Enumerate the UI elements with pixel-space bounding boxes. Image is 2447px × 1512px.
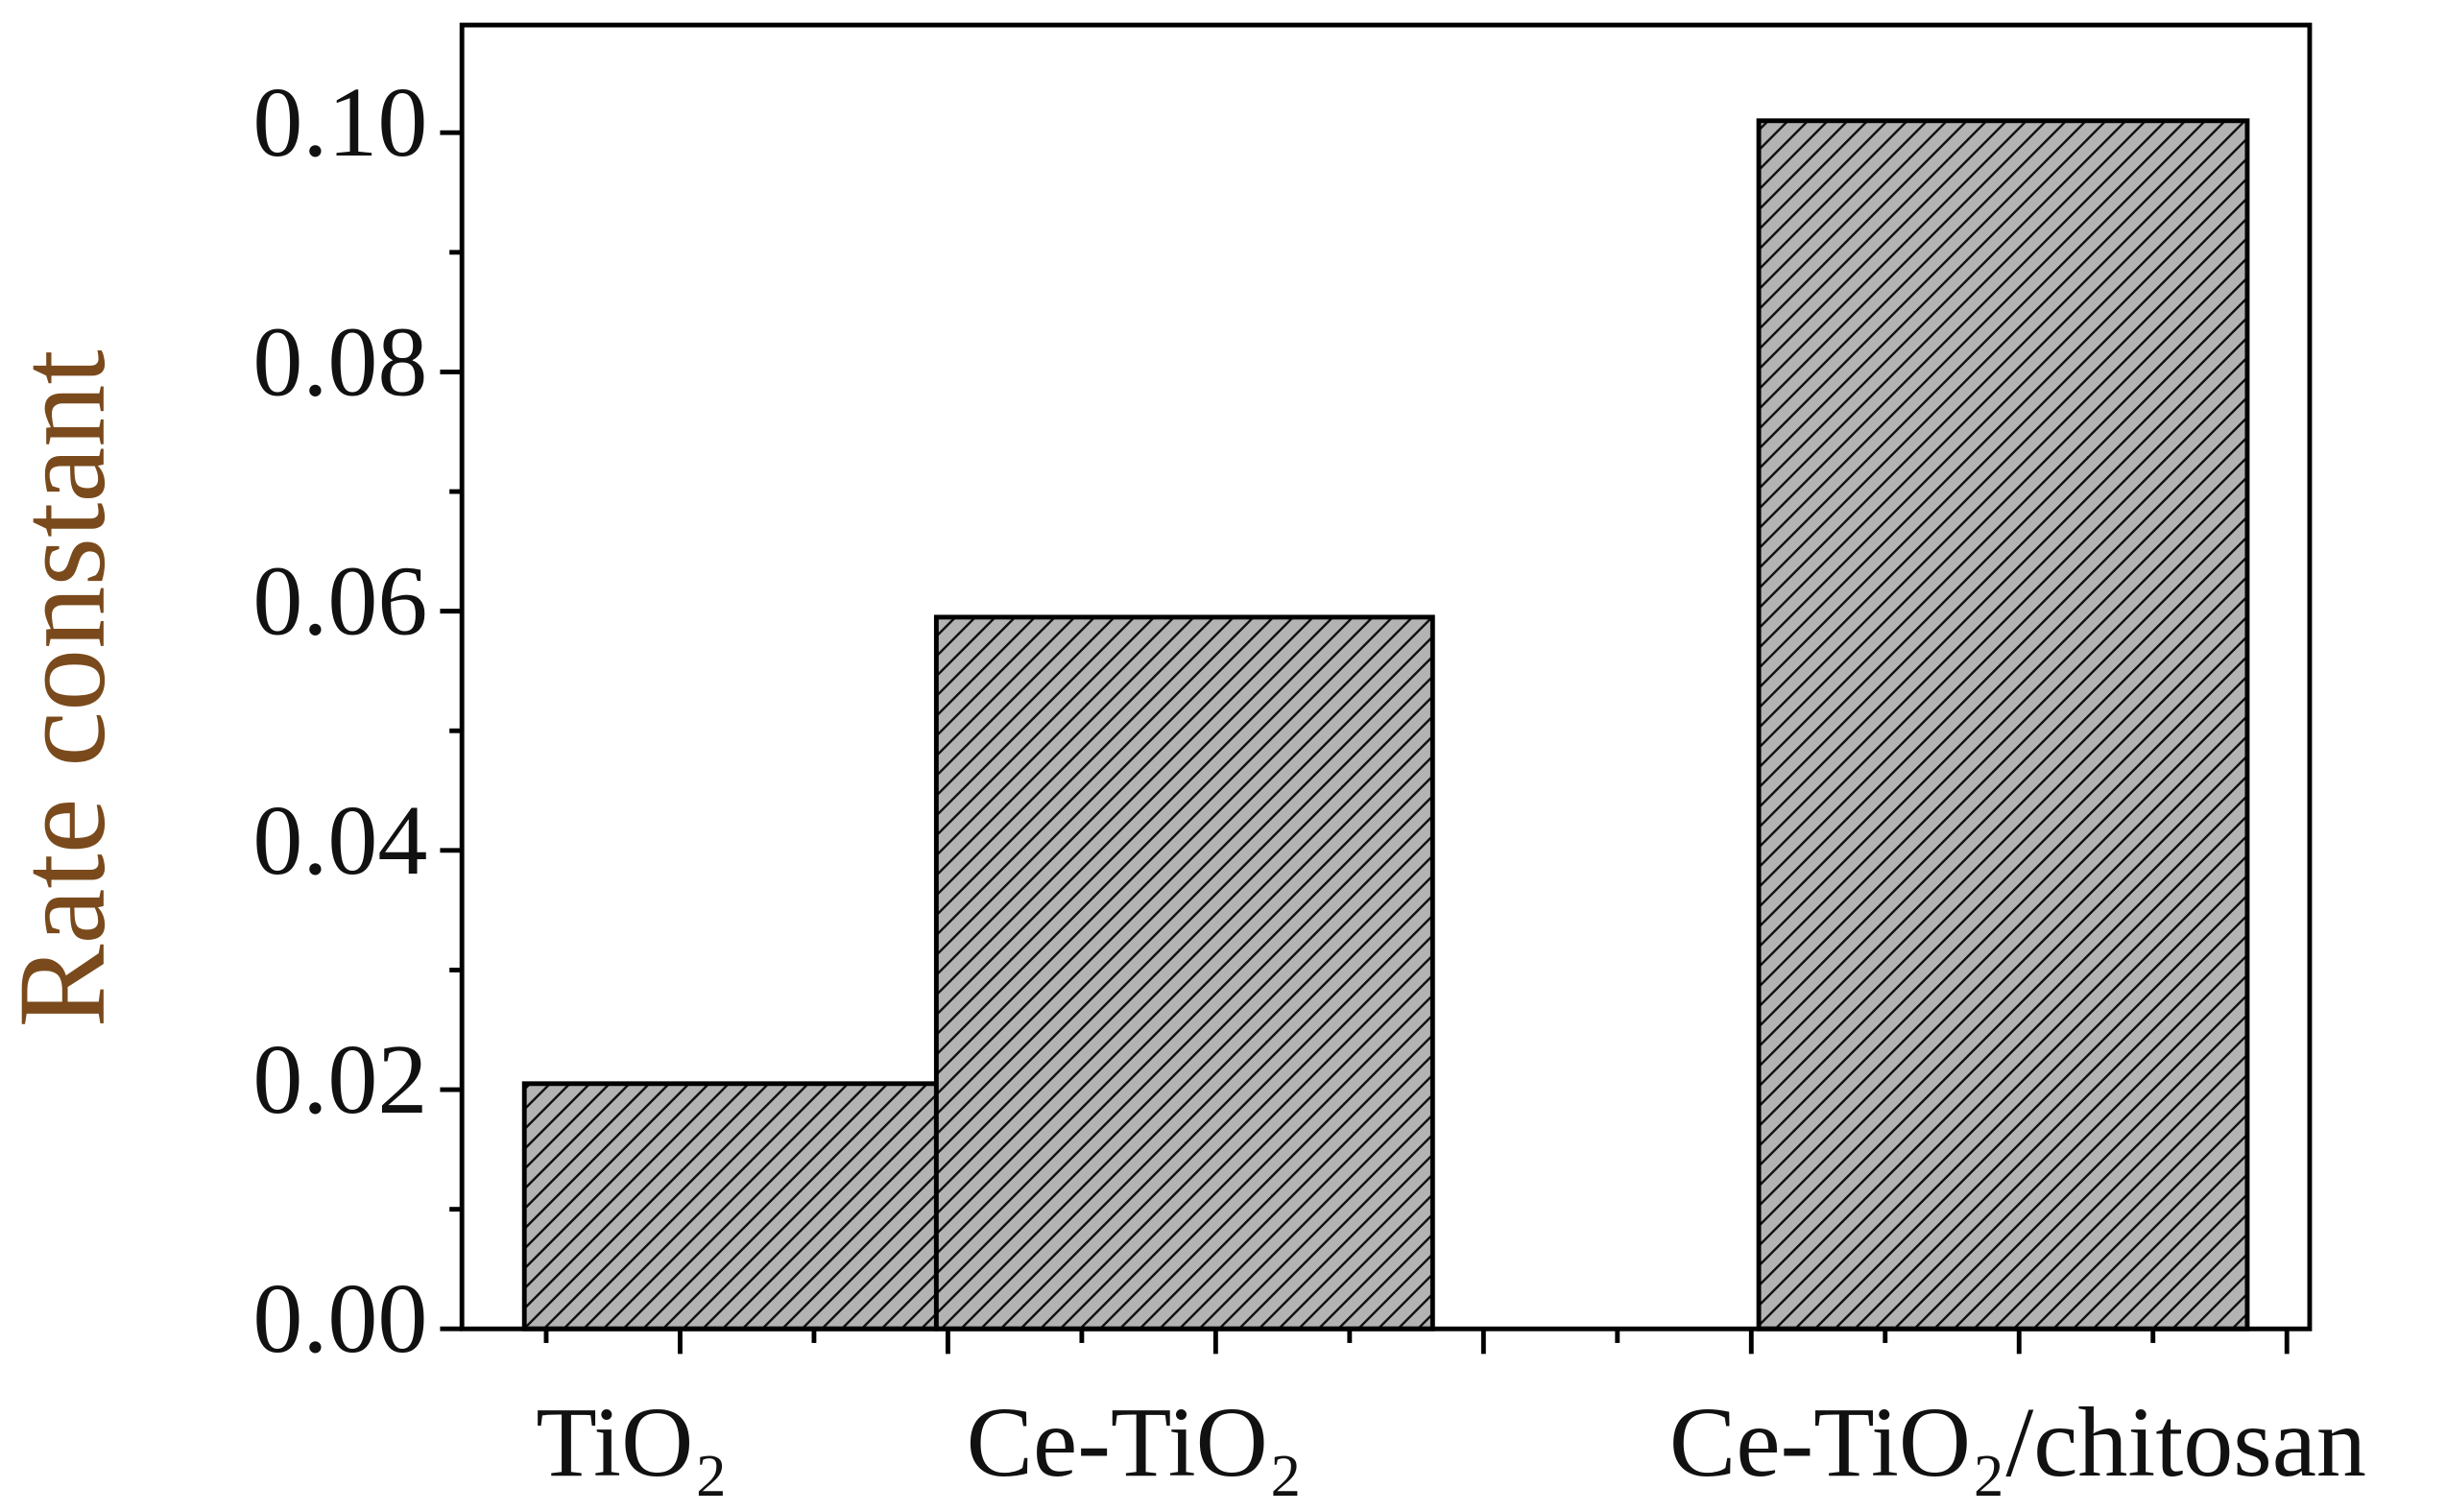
x-tick-label: TiO₂ (536, 1386, 728, 1498)
y-tick-label: 0.06 (252, 544, 427, 656)
y-axis-title: Rate constant (0, 349, 132, 1027)
y-tick-label: 0.10 (252, 66, 427, 178)
bar (933, 614, 1435, 1332)
x-tick-label: Ce-TiO₂ (967, 1386, 1303, 1498)
x-tick-label: Ce-TiO₂/chitosan (1669, 1386, 2366, 1498)
y-tick-label: 0.04 (252, 784, 427, 896)
y-tick-label: 0.00 (252, 1262, 427, 1374)
bar (521, 1081, 939, 1332)
y-tick-label: 0.08 (252, 305, 427, 417)
y-tick-label: 0.02 (252, 1023, 427, 1135)
bar (1756, 118, 2250, 1332)
plot-frame (459, 22, 2313, 1332)
